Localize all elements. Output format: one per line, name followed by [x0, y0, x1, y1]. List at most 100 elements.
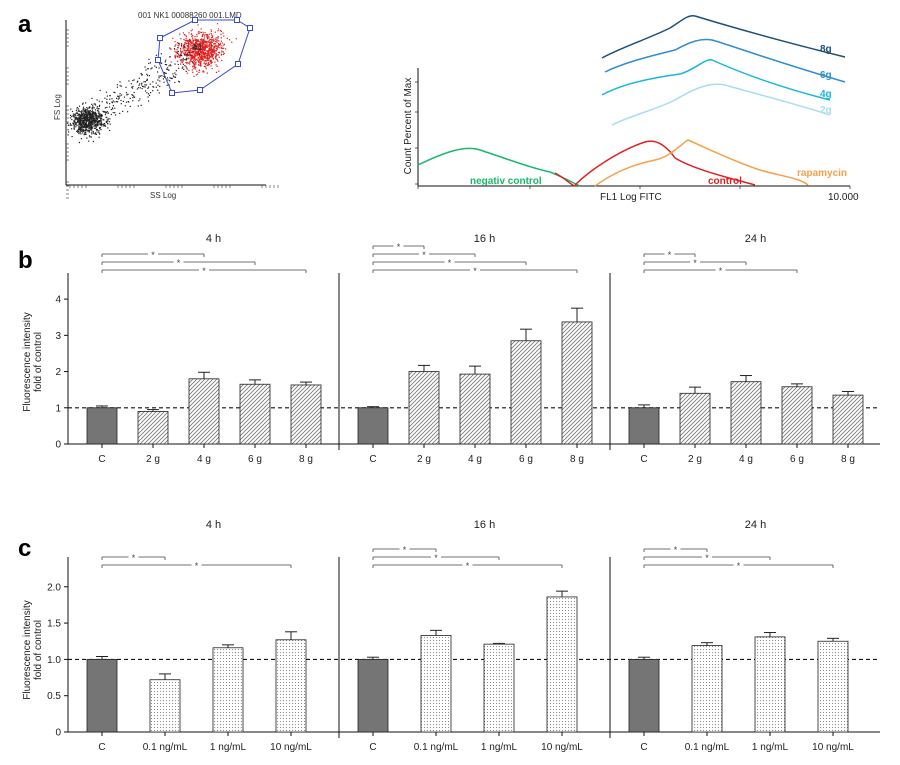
scatter-dot	[119, 112, 121, 114]
scatter-dot	[98, 117, 100, 119]
bar	[459, 373, 491, 445]
scatter-dot-gated	[196, 54, 198, 56]
scatter-dot	[91, 120, 93, 122]
scatter-dot	[99, 104, 101, 106]
scatter-dot	[184, 54, 186, 56]
x-tick-label: C	[98, 742, 105, 753]
scatter-dot-gated	[198, 58, 201, 60]
scatter-dot-gated	[206, 53, 209, 55]
scatter-dot	[74, 113, 76, 115]
scatter-dot	[129, 105, 131, 108]
scatter-dot	[108, 121, 110, 123]
scatter-dot	[90, 128, 92, 131]
scatter-dot	[109, 123, 111, 125]
hist-x-label: FL1 Log FITC	[600, 192, 662, 203]
scatter-dot	[150, 92, 152, 94]
scatter-dot	[88, 112, 90, 114]
scatter-dot	[158, 67, 160, 69]
scatter-dot-gated	[174, 55, 176, 57]
scatter-dot-gated	[219, 44, 222, 46]
scatter-dot-gated	[201, 35, 203, 37]
scatter-dot-gated	[185, 40, 187, 42]
scatter-dot	[86, 130, 88, 132]
scatter-dot	[154, 65, 156, 67]
scatter-dot	[84, 114, 86, 116]
scatter-dot-gated	[202, 47, 205, 49]
scatter-dot-gated	[201, 42, 203, 44]
scatter-dot-gated	[211, 56, 214, 58]
scatter-dot-gated	[210, 51, 212, 53]
scatter-dot	[180, 54, 182, 56]
scatter-dot-gated	[209, 45, 211, 47]
scatter-dot-gated	[217, 60, 219, 62]
scatter-dot-gated	[196, 70, 198, 72]
scatter-dot	[98, 111, 100, 113]
scatter-dot	[70, 114, 72, 116]
scatter-dot	[112, 112, 114, 114]
scatter-dot-gated	[203, 62, 205, 64]
scatter-dot	[95, 114, 97, 116]
scatter-dot-gated	[207, 35, 209, 37]
scatter-dot	[98, 132, 100, 134]
bar	[86, 407, 118, 445]
scatter-dot-gated	[194, 54, 196, 56]
scatter-dot-gated	[199, 42, 201, 44]
scatter-dot-gated	[208, 33, 210, 35]
scatter-dot	[76, 112, 78, 114]
scatter-dot-gated	[206, 56, 208, 59]
scatter-dot	[85, 120, 87, 122]
scatter-dot	[137, 105, 139, 107]
scatter-dot-gated	[208, 61, 210, 64]
scatter-dot	[76, 106, 78, 109]
scatter-dot	[118, 96, 120, 98]
scatter-dot-gated	[183, 45, 185, 48]
scatter-dot	[82, 128, 84, 131]
scatter-dot-gated	[216, 65, 218, 67]
scatter-dot-gated	[204, 44, 206, 46]
curve-6g	[604, 38, 846, 83]
scatter-dot	[89, 113, 91, 115]
scatter-dot	[144, 66, 146, 68]
scatter-dot-gated	[210, 44, 212, 46]
scatter-dot	[71, 118, 73, 121]
scatter-dot	[88, 129, 91, 131]
scatter-dot	[92, 121, 94, 123]
scatter-dot	[175, 70, 177, 72]
significance-star: *	[195, 561, 199, 571]
scatter-dot-gated	[212, 58, 214, 60]
scatter-dot	[74, 124, 77, 126]
scatter-dot	[80, 119, 82, 121]
gate-handle	[169, 90, 175, 96]
scatter-dot-gated	[201, 46, 203, 48]
scatter-dot-gated	[210, 53, 212, 55]
scatter-dot	[173, 76, 175, 78]
scatter-dot-gated	[201, 42, 203, 45]
scatter-dot-gated	[193, 49, 196, 51]
scatter-dot-gated	[212, 54, 214, 56]
scatter-dot	[110, 113, 112, 116]
scatter-dot	[114, 101, 116, 103]
scatter-dot-gated	[192, 52, 194, 54]
scatter-dot-gated	[196, 46, 198, 48]
scatter-dot	[92, 114, 94, 116]
scatter-dot	[120, 103, 122, 105]
scatter-dot-gated	[183, 50, 185, 52]
scatter-dot-gated	[212, 39, 214, 41]
scatter-dot	[106, 101, 108, 103]
scatter-dot-gated	[212, 45, 214, 47]
scatter-dot-gated	[197, 24, 199, 26]
scatter-dot-gated	[210, 42, 212, 44]
scatter-dot-gated	[192, 59, 195, 61]
scatter-dot-gated	[206, 38, 209, 40]
scatter-dot-gated	[199, 47, 201, 49]
scatter-dot	[91, 121, 94, 123]
scatter-dot	[98, 130, 100, 132]
scatter-dot	[142, 85, 144, 87]
scatter-dot-gated	[176, 42, 178, 44]
scatter-dot	[183, 59, 185, 61]
scatter-dot	[85, 113, 87, 115]
scatter-dot	[101, 124, 103, 126]
scatter-dot-gated	[206, 43, 208, 45]
scatter-dot	[123, 96, 126, 98]
scatter-dot-gated	[203, 71, 205, 73]
